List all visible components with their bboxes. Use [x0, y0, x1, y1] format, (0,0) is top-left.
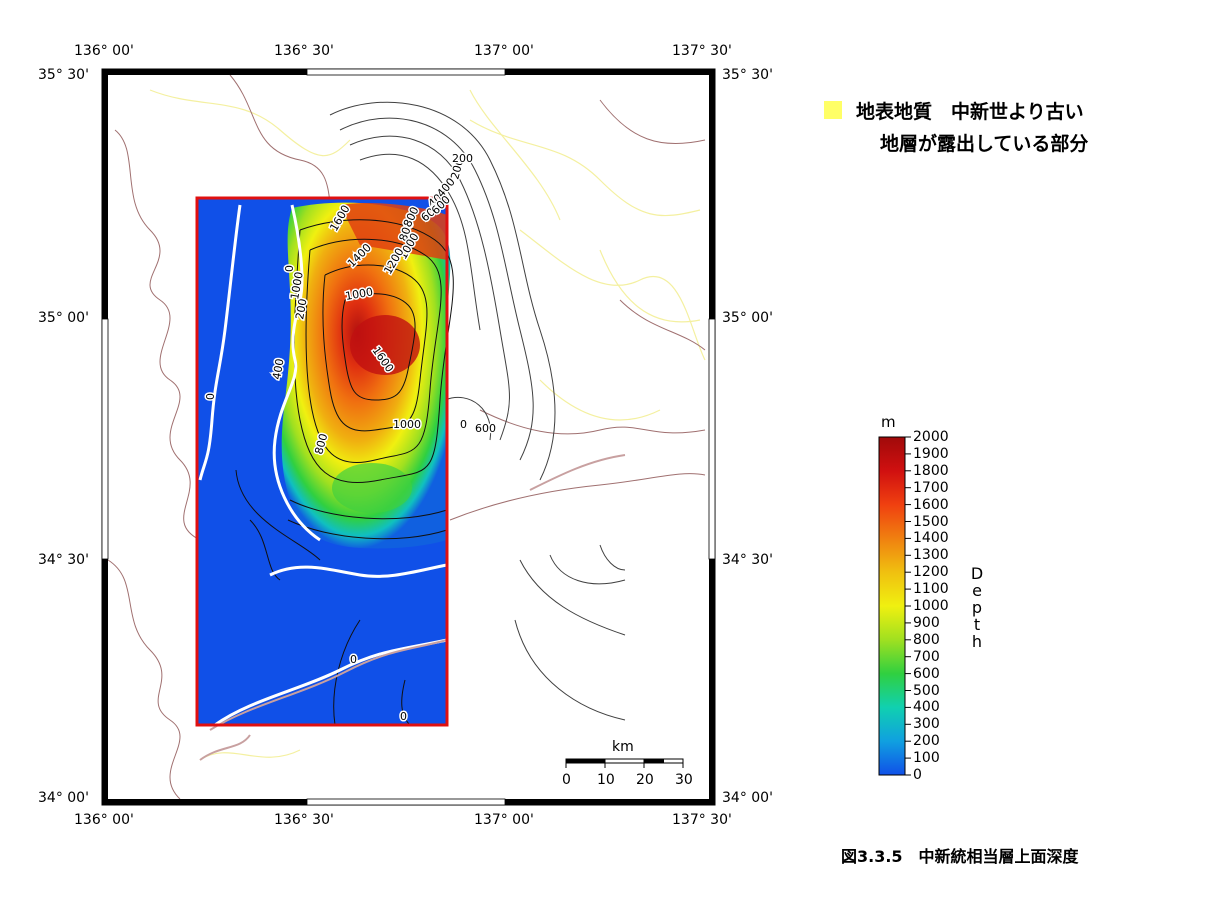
lat-label-left-3: 34° 30' — [38, 552, 89, 568]
lat-label-left-1: 35° 30' — [38, 67, 89, 83]
contour-label: 600 — [475, 422, 496, 435]
scale-bar-unit: km — [612, 739, 634, 755]
colorbar-tick-label: 700 — [913, 648, 940, 665]
colorbar-tick-label: 1700 — [913, 479, 949, 496]
colorbar-tick-label: 200 — [913, 733, 940, 750]
colorbar-tick-label: 500 — [913, 682, 940, 699]
legend-line-1: 地表地質 中新世より古い — [856, 101, 1084, 123]
colorbar-tick-label: 1200 — [913, 564, 949, 581]
contour-label: 200 — [293, 298, 309, 321]
lat-label-right-1: 35° 30' — [722, 67, 773, 83]
colorbar-tick-label: 1100 — [913, 581, 949, 598]
contour-label: 1000 — [344, 285, 374, 303]
contour-label: 200 — [452, 152, 473, 165]
colorbar-ramp — [878, 436, 906, 776]
contour-label: 0 — [400, 710, 407, 723]
contour-label: 0 — [460, 418, 467, 431]
contour-label: 200 — [452, 152, 473, 165]
contour-label: 1000 — [288, 271, 306, 301]
scale-bar — [565, 758, 684, 768]
contour-label: 200 — [448, 157, 466, 181]
lat-label-right-4: 34° 00' — [722, 790, 773, 806]
lon-label-bottom-1: 136° 00' — [74, 812, 134, 828]
lon-label-bottom-2: 136° 30' — [274, 812, 334, 828]
contour-label: 1000 — [393, 418, 421, 431]
study-frame — [195, 196, 449, 727]
colorbar-tick-label: 400 — [913, 699, 940, 716]
outer-contours — [329, 101, 626, 721]
lon-label-top-3: 137° 00' — [474, 43, 534, 59]
map-border — [101, 68, 716, 806]
contour-label: 600 — [475, 422, 496, 435]
colorbar-tick-label: 100 — [913, 750, 940, 767]
figure-caption: 図3.3.5 中新統相当層上面深度 — [841, 847, 1079, 866]
colorbar-tick-label: 2000 — [913, 429, 949, 445]
colorbar-tick-label: 1000 — [913, 598, 949, 614]
lat-label-right-3: 34° 30' — [722, 552, 773, 568]
lat-label-right-2: 35° 00' — [722, 310, 773, 326]
peninsula-coast — [199, 454, 626, 761]
colorbar-tick-label: 1300 — [913, 547, 949, 564]
colorbar-tick-label: 800 — [913, 631, 940, 648]
contour-label: 0 — [460, 418, 467, 431]
colorbar-tick-label: 300 — [913, 716, 940, 733]
colorbar-tick-marks — [905, 436, 911, 776]
colorbar-tick-label: 1500 — [913, 513, 949, 530]
contour-label: 0 — [400, 710, 407, 723]
legend-swatch — [824, 101, 842, 119]
contour-label: 0 — [204, 393, 217, 400]
contour-label: 200 — [293, 298, 309, 321]
lon-label-top-4: 137° 30' — [672, 43, 732, 59]
scale-tick-30: 30 — [675, 772, 693, 788]
legend-line-2: 地層が露出している部分 — [880, 133, 1089, 155]
scale-tick-10: 10 — [597, 772, 615, 788]
lat-label-left-2: 35° 00' — [38, 310, 89, 326]
lat-label-left-4: 34° 00' — [38, 790, 89, 806]
coastlines — [198, 204, 448, 727]
contour-label: 400 — [270, 358, 286, 381]
colorbar-tick-label: 900 — [913, 614, 940, 631]
colorbar-tick-label: 0 — [913, 767, 922, 783]
colorbar-tick-label: 1900 — [913, 445, 949, 462]
colorbar-label: Depth — [970, 564, 984, 651]
scale-tick-20: 20 — [636, 772, 654, 788]
colorbar-unit: m — [881, 413, 896, 431]
contour-label: 400 — [270, 358, 286, 381]
colorbar-tick-label: 1800 — [913, 462, 949, 479]
lon-label-top-1: 136° 00' — [74, 43, 134, 59]
scale-tick-0: 0 — [562, 772, 571, 788]
contour-label: 0 — [283, 265, 296, 272]
contour-label: 0 — [350, 653, 357, 666]
colorbar-tick-label: 600 — [913, 665, 940, 682]
contour-label: 1000 — [393, 418, 421, 431]
contour-label: 0 — [204, 393, 217, 400]
lon-label-bottom-3: 137° 00' — [474, 812, 534, 828]
contour-label: 0 — [283, 265, 296, 272]
colorbar-tick-label: 1600 — [913, 496, 949, 513]
geology-outlines — [149, 89, 706, 761]
colorbar-tick-label: 1400 — [913, 530, 949, 547]
contour-label: 0 — [350, 653, 357, 666]
contour-label: 800 — [312, 432, 330, 456]
lon-label-bottom-4: 137° 30' — [672, 812, 732, 828]
lon-label-top-2: 136° 30' — [274, 43, 334, 59]
